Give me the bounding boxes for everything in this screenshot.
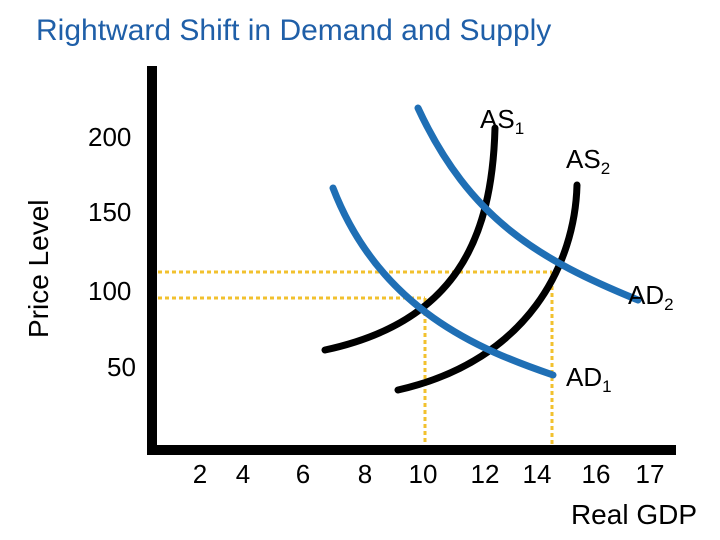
- equilibrium-guides: [158, 270, 554, 450]
- as2-curve: [394, 181, 581, 394]
- ad1-label-main: AD: [566, 362, 602, 392]
- y-axis-label: Price Level: [23, 199, 54, 338]
- y-tick-label: 50: [107, 352, 136, 382]
- chart-title: Rightward Shift in Demand and Supply: [36, 14, 552, 47]
- as2-label-sub: 2: [601, 159, 610, 178]
- ad1-label: AD1: [566, 362, 612, 396]
- axes: [147, 66, 676, 455]
- as2-label-main: AS: [566, 144, 601, 174]
- as1-curve: [321, 124, 499, 354]
- as1-label-main: AS: [480, 104, 515, 134]
- ad1-curve: [329, 184, 557, 379]
- y-tick-label: 200: [88, 122, 131, 152]
- x-axis-label: Real GDP: [571, 499, 697, 530]
- y-tick-label: 100: [88, 276, 131, 306]
- x-tick-label: 17: [636, 459, 665, 489]
- x-tick-label: 6: [296, 459, 310, 489]
- y-tick-label: 150: [88, 197, 131, 227]
- as1-label-sub: 1: [515, 119, 524, 138]
- ad1-label-sub: 1: [602, 377, 611, 396]
- x-tick-label: 14: [523, 459, 552, 489]
- ad2-label: AD2: [628, 280, 674, 314]
- x-tick-label: 2: [193, 459, 207, 489]
- ad2-label-sub: 2: [664, 295, 673, 314]
- x-tick-label: 12: [471, 459, 500, 489]
- x-tick-label: 8: [358, 459, 372, 489]
- x-tick-label: 16: [582, 459, 611, 489]
- ad2-label-main: AD: [628, 280, 664, 310]
- as1-label: AS1: [480, 104, 524, 138]
- as2-label: AS2: [566, 144, 610, 178]
- ad2-curve: [414, 104, 642, 304]
- x-tick-label: 10: [409, 459, 438, 489]
- x-tick-label: 4: [236, 459, 250, 489]
